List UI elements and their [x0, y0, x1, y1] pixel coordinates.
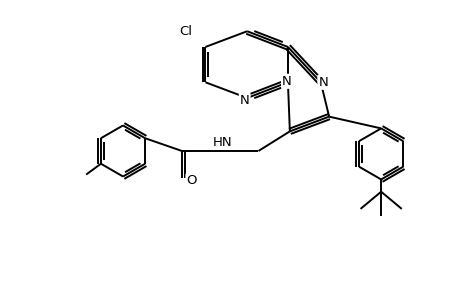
Text: O: O — [186, 174, 196, 188]
Text: N: N — [281, 75, 291, 88]
Text: N: N — [239, 94, 249, 107]
Text: HN: HN — [212, 136, 231, 148]
Text: Cl: Cl — [179, 25, 192, 38]
Text: N: N — [318, 76, 327, 89]
